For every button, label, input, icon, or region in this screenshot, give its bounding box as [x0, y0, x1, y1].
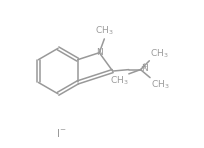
Text: I$^{-}$: I$^{-}$	[56, 127, 66, 139]
Text: +: +	[140, 62, 146, 71]
Text: CH$_3$: CH$_3$	[150, 47, 169, 60]
Text: N: N	[96, 48, 103, 57]
Text: CH$_3$: CH$_3$	[151, 78, 169, 91]
Text: N: N	[141, 64, 148, 73]
Text: CH$_3$: CH$_3$	[95, 25, 114, 37]
Text: CH$_3$: CH$_3$	[110, 75, 128, 87]
